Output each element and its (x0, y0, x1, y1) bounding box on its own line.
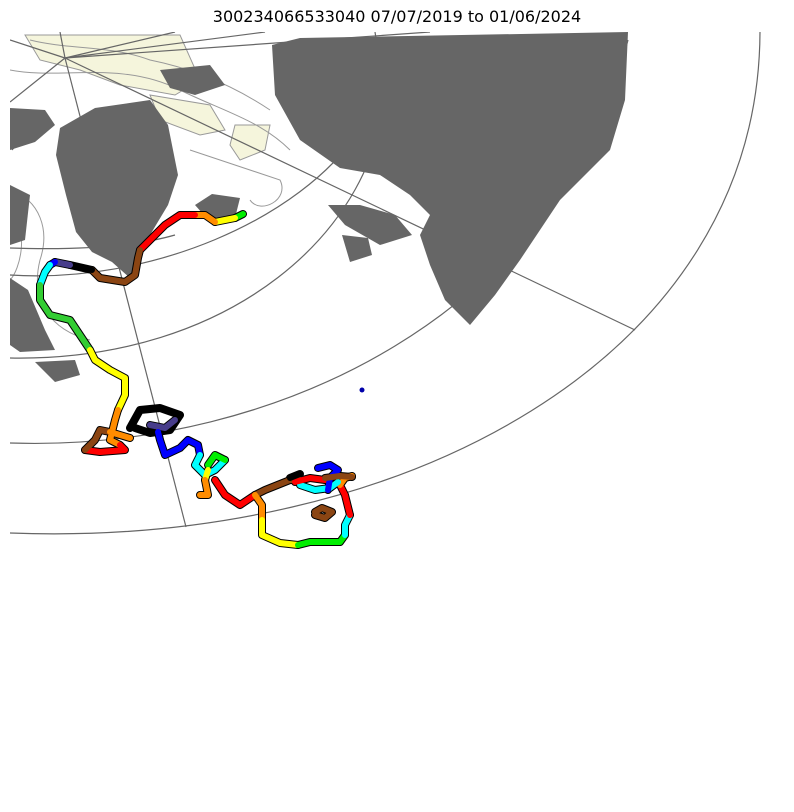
ireland (342, 235, 372, 262)
track-segment (155, 429, 203, 458)
track-segment (322, 473, 355, 481)
track-segment (212, 477, 258, 508)
canada-north (10, 108, 55, 150)
track-segment (297, 479, 341, 493)
track-segment (82, 427, 113, 453)
britain (328, 205, 412, 245)
track-segment (127, 405, 183, 436)
track-segment (292, 475, 328, 485)
track-segment (87, 347, 128, 413)
track-segment (137, 212, 198, 253)
track-segment (315, 462, 341, 493)
track-segment (89, 247, 143, 285)
drifter-track (36, 210, 356, 549)
track-segment (192, 212, 218, 225)
track-segment (312, 505, 335, 521)
track-segment (107, 407, 123, 448)
greenland (56, 100, 178, 278)
arctic-islands (160, 65, 225, 95)
track-segment (287, 471, 303, 481)
track-segment (82, 442, 128, 455)
track-segment (37, 282, 93, 353)
labrador-small (10, 185, 30, 245)
track-segment (107, 429, 133, 441)
land-masses (10, 32, 628, 382)
track-segment (212, 215, 238, 225)
track-segment (342, 512, 353, 538)
newfoundland (35, 360, 80, 382)
track-segment (252, 492, 265, 523)
track-segment (67, 262, 95, 273)
drifter-point (359, 387, 365, 393)
track-segment (197, 477, 211, 498)
canada-east (10, 278, 55, 352)
track-segment (147, 417, 178, 431)
europe (272, 32, 628, 325)
track-segment (37, 262, 53, 288)
map-title: 300234066533040 07/07/2019 to 01/06/2024 (212, 7, 582, 26)
track-segment (295, 532, 348, 548)
track-segment (259, 517, 301, 548)
track-segment (205, 452, 228, 468)
track-segment (337, 482, 353, 518)
